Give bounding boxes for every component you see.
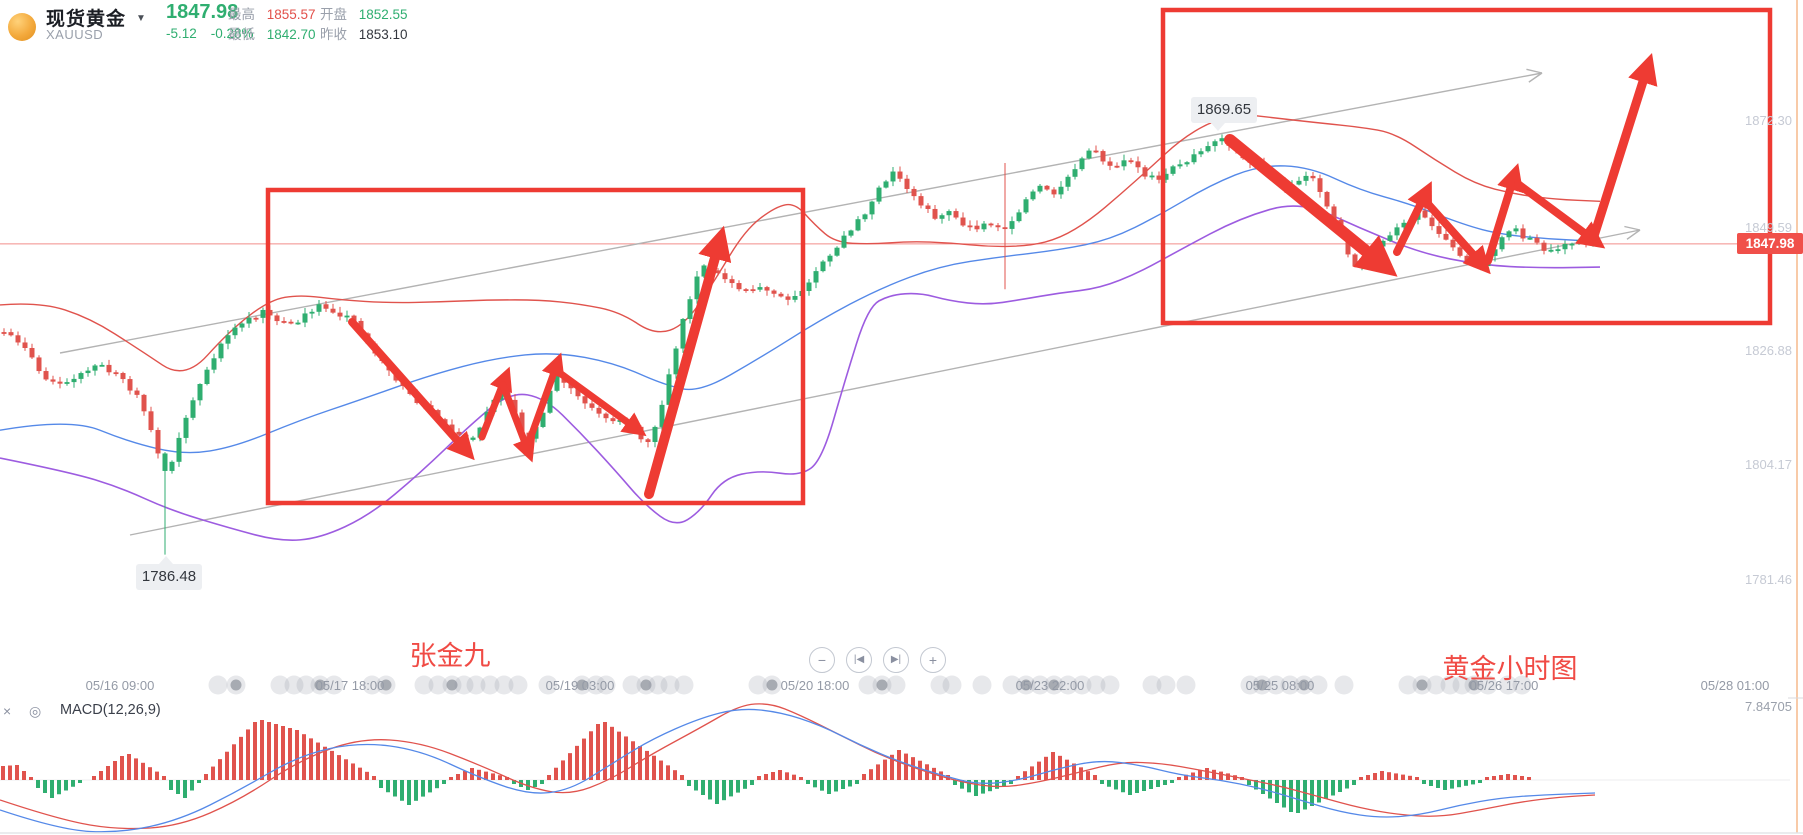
last-price: 1847.98 bbox=[166, 1, 239, 23]
zoom-out-button[interactable]: − bbox=[809, 647, 835, 673]
chevron-down-icon[interactable]: ▼ bbox=[136, 13, 146, 24]
stat-low-value: 1842.70 bbox=[266, 27, 316, 42]
instrument-name: 现货黄金 bbox=[46, 9, 127, 30]
tooltip-pointer-down bbox=[1211, 123, 1225, 131]
macd-indicator-label: MACD(12,26,9) bbox=[60, 702, 161, 718]
step-backward-button[interactable]: |◀ bbox=[846, 647, 872, 673]
low-price-tooltip-text: 1786.48 bbox=[136, 564, 202, 590]
price-axis-label: 1804.17 bbox=[1745, 457, 1792, 472]
gold-coin-icon bbox=[8, 13, 36, 41]
stat-open-label: 开盘 bbox=[320, 7, 347, 22]
settings-icon[interactable]: ◎ bbox=[29, 703, 42, 719]
time-axis-label: 05/25 08:00 bbox=[1245, 678, 1315, 693]
stat-low: 最低 1842.70 bbox=[228, 23, 316, 43]
stat-prev-close-value: 1853.10 bbox=[358, 27, 408, 42]
watermark-timeframe: 黄金小时图 bbox=[1442, 654, 1578, 684]
bollinger-bands bbox=[0, 114, 1601, 541]
price-axis-label: 1872.30 bbox=[1745, 113, 1792, 128]
stat-high-value: 1855.57 bbox=[266, 7, 316, 22]
stat-open-value: 1852.55 bbox=[358, 7, 408, 22]
time-axis-label: 05/19 03:00 bbox=[545, 678, 615, 693]
macd-scale-label: 7.84705 bbox=[1745, 699, 1792, 714]
price-change: -5.12 -0.28% bbox=[166, 26, 268, 41]
time-axis-label: 05/23 22:00 bbox=[1015, 678, 1085, 693]
price-axis-label: 1826.88 bbox=[1745, 343, 1792, 358]
stat-low-label: 最低 bbox=[228, 27, 255, 42]
time-axis-label: 05/16 09:00 bbox=[85, 678, 155, 693]
time-axis-label: 05/17 18:00 bbox=[315, 678, 385, 693]
stat-prev-close-label: 昨收 bbox=[320, 27, 347, 42]
current-price-tag: 1847.98 bbox=[1737, 233, 1803, 254]
tooltip-pointer-up bbox=[159, 556, 173, 564]
zoom-in-button[interactable]: + bbox=[920, 647, 946, 673]
candlestick-series bbox=[1, 134, 1596, 555]
watermark-author: 张金九 bbox=[409, 641, 491, 671]
time-axis-label: 05/20 18:00 bbox=[780, 678, 850, 693]
stat-prev-close: 昨收 1853.10 bbox=[320, 23, 408, 43]
high-price-tooltip-text: 1869.65 bbox=[1191, 97, 1257, 123]
stat-high-label: 最高 bbox=[228, 7, 255, 22]
close-icon[interactable]: × bbox=[3, 703, 12, 719]
annotation-arrows bbox=[348, 53, 1658, 499]
low-price-tooltip: 1786.48 bbox=[136, 556, 202, 590]
annotation-boxes bbox=[265, 7, 1773, 506]
time-axis-label: 05/26 17:00 bbox=[1469, 678, 1539, 693]
change-value: -5.12 bbox=[166, 26, 197, 41]
price-axis-label: 1781.46 bbox=[1745, 572, 1792, 587]
price-axis-label: 1849.59 bbox=[1745, 220, 1792, 235]
timeline-event-dots bbox=[208, 675, 1532, 695]
instrument-symbol: XAUUSD bbox=[46, 27, 104, 42]
step-forward-button[interactable]: ▶| bbox=[883, 647, 909, 673]
stat-open: 开盘 1852.55 bbox=[320, 3, 408, 23]
stat-high: 最高 1855.57 bbox=[228, 3, 316, 23]
high-price-tooltip: 1869.65 bbox=[1191, 97, 1257, 131]
change-percent: -0.28% bbox=[210, 26, 254, 41]
macd-indicator bbox=[0, 703, 1790, 833]
time-axis-label: 05/28 01:00 bbox=[1700, 678, 1770, 693]
